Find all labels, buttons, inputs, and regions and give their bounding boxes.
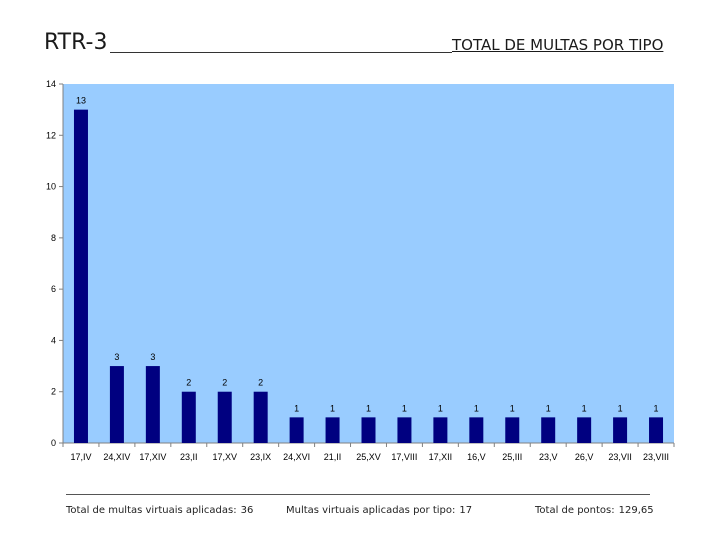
footer-by-type-label: Multas virtuais aplicadas por tipo: [286,505,456,516]
y-tick-label: 4 [51,335,56,345]
footer-divider [66,494,650,495]
page-code: RTR-3 [44,30,108,55]
x-tick-label: 21,II [324,452,342,462]
footer-points-value: 129,65 [618,505,654,516]
bar-value-label: 2 [258,378,263,388]
y-tick-label: 0 [51,438,56,448]
x-tick-label: 25,XV [356,452,381,462]
bar [145,366,160,443]
x-tick-label: 17,XII [429,452,453,462]
bar-value-label: 1 [582,403,587,413]
bar [433,417,448,443]
bar [181,391,196,443]
x-tick-label: 23,VII [608,452,632,462]
bar-value-label: 1 [366,403,371,413]
x-tick-label: 24,XIV [103,452,130,462]
bar-value-label: 1 [294,403,299,413]
bar-value-label: 2 [186,378,191,388]
footer-points: Total de pontos: 129,65 [535,505,654,516]
bar-value-label: 3 [114,352,119,362]
bar [505,417,520,443]
bar [289,417,304,443]
y-tick-label: 8 [51,233,56,243]
bar-value-label: 1 [330,403,335,413]
bar [325,417,340,443]
bar [73,109,88,443]
bar [397,417,412,443]
x-tick-label: 25,III [502,452,522,462]
x-tick-label: 23,V [539,452,558,462]
bar [577,417,592,443]
x-tick-label: 17,IV [70,452,91,462]
bar-value-label: 1 [474,403,479,413]
bar-value-label: 1 [510,403,515,413]
bar [361,417,376,443]
x-tick-label: 17,XIV [139,452,166,462]
bar [649,417,664,443]
bar-value-label: 1 [546,403,551,413]
y-tick-label: 12 [46,130,56,140]
footer-points-label: Total de pontos: [535,505,615,516]
footer-total-value: 36 [240,505,254,516]
x-tick-label: 17,VIII [391,452,417,462]
x-tick-label: 23,VIII [643,452,669,462]
bar [217,391,232,443]
bar [613,417,628,443]
bar-value-label: 13 [76,96,86,106]
x-tick-label: 23,II [180,452,198,462]
x-tick-label: 17,XV [212,452,237,462]
bar-value-label: 1 [438,403,443,413]
footer-by-type-value: 17 [459,505,473,516]
bar-value-label: 1 [618,403,623,413]
page-title: TOTAL DE MULTAS POR TIPO [452,36,664,54]
x-tick-label: 23,IX [250,452,271,462]
bar [109,366,124,443]
x-tick-label: 24,XVI [283,452,310,462]
header-divider [110,52,452,53]
y-tick-label: 6 [51,284,56,294]
bar [253,391,268,443]
footer-total: Total de multas virtuais aplicadas: 36 [66,505,253,516]
x-tick-label: 16,V [467,452,486,462]
y-tick-label: 10 [46,182,56,192]
bar-value-label: 3 [150,352,155,362]
x-tick-label: 26,V [575,452,594,462]
bar-chart: 024681012141317,IV324,XIV317,XIV223,II21… [46,79,675,462]
bar-value-label: 2 [222,378,227,388]
footer-total-label: Total de multas virtuais aplicadas: [66,505,237,516]
footer-by-type: Multas virtuais aplicadas por tipo: 17 [286,505,472,516]
bar [469,417,484,443]
y-tick-label: 2 [51,387,56,397]
y-tick-label: 14 [46,79,56,89]
bar [541,417,556,443]
bar-value-label: 1 [654,403,659,413]
plot-area [63,84,674,443]
bar-value-label: 1 [402,403,407,413]
